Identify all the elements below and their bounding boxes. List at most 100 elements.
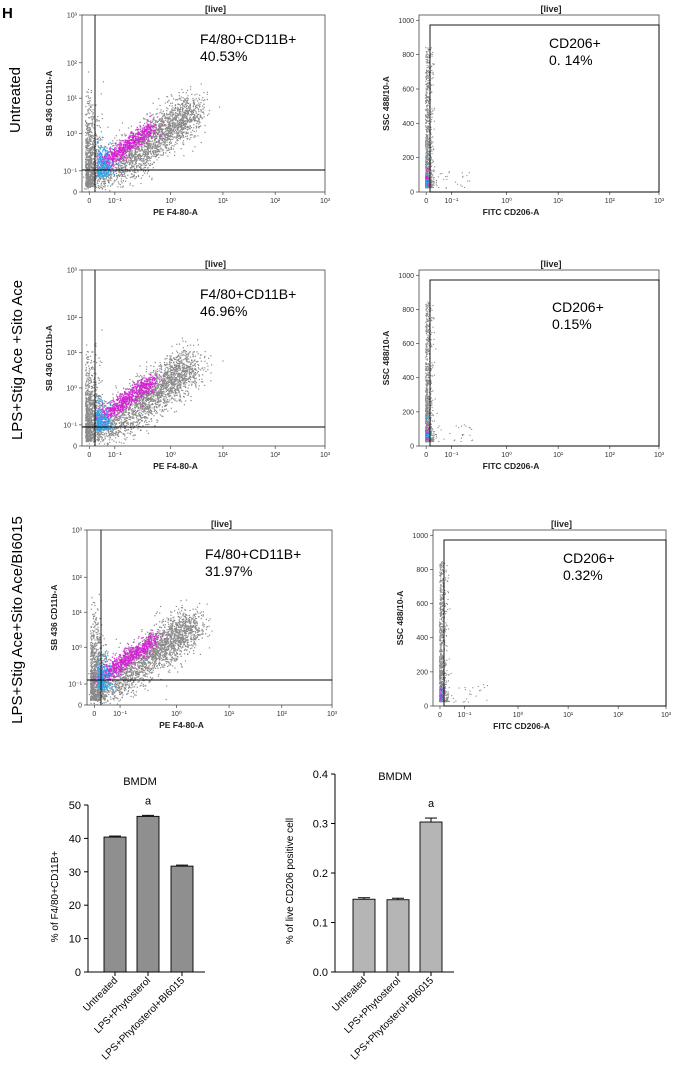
event-dot	[431, 161, 433, 163]
event-dot	[178, 137, 180, 139]
event-dot	[87, 109, 89, 111]
event-dot	[115, 172, 118, 174]
event-dot	[148, 143, 150, 146]
event-dot	[122, 160, 124, 162]
event-dot	[204, 125, 206, 127]
event-dot	[160, 133, 162, 135]
event-dot	[428, 116, 430, 118]
event-dot	[101, 165, 103, 167]
event-dot	[111, 151, 113, 153]
event-dot	[428, 55, 430, 57]
event-dot	[177, 108, 180, 110]
event-dot	[86, 182, 89, 184]
event-dot	[111, 184, 113, 186]
y-axis-label: SSC 488/10-A	[381, 76, 391, 131]
event-dot	[87, 101, 89, 103]
event-dot	[148, 155, 150, 158]
event-dot	[102, 178, 105, 180]
event-dot	[434, 107, 436, 109]
event-dot	[124, 155, 126, 157]
event-dot	[151, 114, 153, 116]
event-dot	[159, 142, 162, 144]
event-dot	[431, 53, 433, 55]
event-dot	[149, 140, 151, 142]
event-dot	[196, 123, 198, 125]
event-dot	[158, 139, 160, 141]
event-dot	[183, 106, 185, 108]
event-dot	[190, 110, 192, 113]
event-dot	[175, 112, 177, 114]
event-dot	[88, 148, 90, 150]
event-dot	[167, 101, 169, 103]
event-dot	[427, 154, 429, 156]
event-dot	[427, 134, 429, 136]
event-dot	[187, 121, 189, 123]
event-dot	[432, 110, 434, 112]
event-dot	[427, 85, 429, 87]
event-dot	[137, 170, 139, 172]
event-dot	[172, 114, 174, 116]
event-dot	[160, 111, 162, 113]
event-dot	[199, 94, 201, 96]
event-dot	[144, 166, 147, 168]
event-dot	[85, 140, 87, 142]
event-dot	[93, 147, 95, 149]
event-dot	[90, 165, 92, 167]
event-dot	[90, 131, 92, 133]
event-dot	[428, 163, 430, 165]
event-dot	[427, 104, 429, 106]
event-dot	[89, 147, 91, 149]
event-dot	[160, 130, 162, 132]
event-dot	[156, 108, 158, 110]
event-dot	[431, 180, 433, 182]
event-dot	[144, 166, 146, 169]
event-dot	[113, 175, 116, 177]
event-dot	[187, 95, 189, 97]
event-dot	[163, 121, 165, 123]
event-dot	[161, 142, 163, 144]
event-dot	[97, 164, 99, 167]
event-dot	[136, 156, 138, 158]
event-dot	[91, 173, 93, 175]
event-dot	[156, 132, 158, 134]
event-dot	[144, 141, 146, 143]
event-dot	[97, 149, 99, 151]
event-dot	[87, 88, 90, 91]
event-dot	[116, 151, 118, 153]
event-dot	[115, 154, 117, 157]
event-dot	[106, 164, 108, 166]
event-dot	[150, 132, 153, 134]
event-dot	[85, 172, 88, 174]
event-dot	[122, 186, 124, 188]
event-dot	[425, 114, 427, 116]
event-dot	[151, 143, 153, 145]
event-dot	[155, 156, 157, 158]
event-dot	[431, 150, 433, 152]
event-dot	[173, 118, 175, 120]
event-dot	[170, 133, 172, 135]
event-dot	[131, 173, 133, 176]
event-dot	[137, 154, 139, 156]
event-dot	[153, 153, 155, 155]
event-dot	[87, 131, 89, 133]
event-dot	[158, 156, 160, 159]
event-dot	[95, 138, 97, 140]
event-dot	[145, 161, 147, 163]
event-dot	[428, 110, 430, 112]
event-dot	[150, 156, 152, 158]
event-dot	[101, 139, 103, 141]
event-dot	[130, 163, 132, 165]
event-dot	[137, 164, 140, 167]
event-dot	[192, 97, 194, 100]
event-dot	[195, 130, 198, 132]
event-dot	[157, 124, 160, 126]
event-dot	[120, 172, 122, 174]
event-dot	[157, 144, 159, 146]
event-dot	[138, 134, 140, 136]
event-dot	[432, 184, 434, 186]
event-dot	[129, 167, 131, 169]
event-dot	[115, 160, 117, 162]
event-dot	[83, 176, 85, 178]
event-dot	[127, 151, 129, 153]
